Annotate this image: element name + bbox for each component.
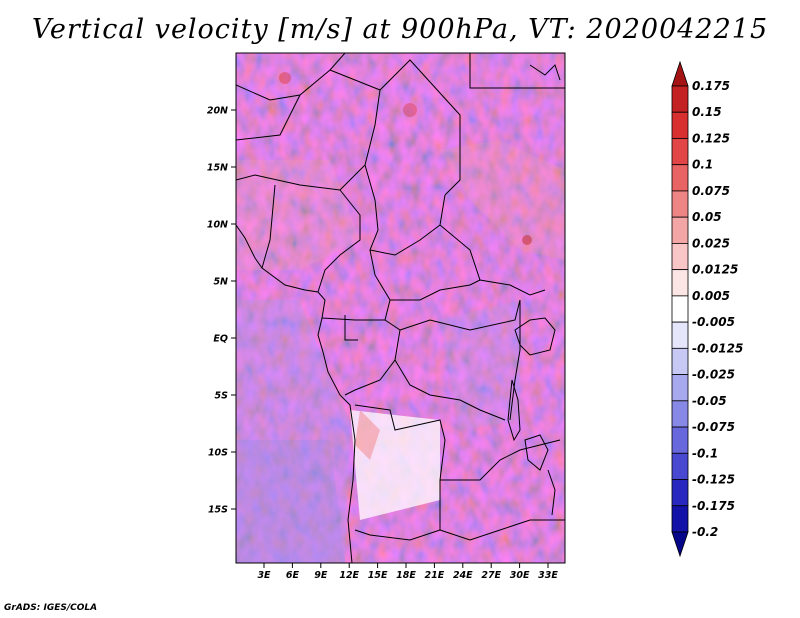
- colorbar-label: -0.175: [692, 499, 735, 513]
- colorbar-segment: [671, 164, 689, 192]
- lon-label: 6E: [286, 570, 300, 581]
- colorbar-label: 0.025: [692, 236, 730, 250]
- colorbar-label: -0.0125: [692, 341, 743, 355]
- colorbar-segment: [671, 452, 689, 480]
- map-frame: [235, 52, 566, 564]
- colorbar-label: 0.005: [692, 289, 730, 303]
- lon-label: 33E: [538, 570, 558, 581]
- colorbar: 0.175 0.15 0.125 0.1 0.075 0.05 0.025 0.0125 0.0…: [671, 60, 743, 558]
- colorbar-label: 0.075: [692, 184, 730, 198]
- colorbar-segment: [671, 295, 689, 323]
- lat-label: 15S: [208, 505, 228, 516]
- colorbar-segment: [671, 426, 689, 454]
- velocity-field: [236, 53, 565, 563]
- page-title: Vertical velocity [m/s] at 900hPa, VT: 2…: [31, 14, 769, 45]
- map: 20N 15N 10N 5N EQ 5S 10S 15S 3E 6E 9E 12E 15E 18E 21E…: [207, 52, 566, 581]
- colorbar-segment: [671, 505, 689, 533]
- colorbar-segment: [671, 321, 689, 349]
- colorbar-label: -0.2: [692, 525, 718, 539]
- colorbar-segment: [671, 243, 689, 271]
- latitude-axis: 20N 15N 10N 5N EQ 5S 10S 15S: [207, 106, 236, 516]
- lat-label: 10S: [208, 448, 228, 459]
- colorbar-label: 0.1: [692, 158, 713, 172]
- longitude-axis: 3E 6E 9E 12E 15E 18E 21E 24E 27E 30E 33E: [257, 563, 558, 581]
- lat-label: 5S: [215, 391, 229, 402]
- colorbar-label: 0.15: [692, 105, 722, 119]
- country-borders: [236, 53, 565, 563]
- lon-label: 24E: [453, 570, 473, 581]
- colorbar-segment: [671, 347, 689, 375]
- colorbar-bottom-arrow: [671, 531, 689, 558]
- colorbar-label: 0.125: [692, 131, 730, 145]
- lat-label: 5N: [213, 277, 228, 288]
- colorbar-segment: [671, 400, 689, 428]
- lon-label: 12E: [339, 570, 359, 581]
- lon-label: 3E: [257, 570, 271, 581]
- colorbar-label: -0.025: [692, 368, 735, 382]
- lon-label: 21E: [425, 570, 445, 581]
- lat-label: 10N: [207, 220, 228, 231]
- colorbar-segment: [671, 479, 689, 507]
- lon-label: 9E: [314, 570, 328, 581]
- lon-label: 15E: [368, 570, 388, 581]
- colorbar-label: -0.075: [692, 420, 735, 434]
- lon-label: 18E: [396, 570, 416, 581]
- colorbar-top-arrow: [671, 60, 689, 87]
- colorbar-label: -0.005: [692, 315, 735, 329]
- colorbar-label: 0.05: [692, 210, 722, 224]
- lat-label: EQ: [213, 334, 228, 345]
- colorbar-label: -0.05: [692, 394, 727, 408]
- colorbar-segment: [671, 216, 689, 244]
- colorbar-segment: [671, 374, 689, 402]
- lat-label: 20N: [207, 106, 228, 117]
- colorbar-segment: [671, 190, 689, 218]
- colorbar-label: -0.125: [692, 473, 735, 487]
- lon-label: 27E: [481, 570, 501, 581]
- colorbar-segment: [671, 138, 689, 166]
- colorbar-label: 0.0125: [692, 263, 738, 277]
- lat-label: 15N: [207, 163, 228, 174]
- lon-label: 30E: [510, 570, 530, 581]
- colorbar-segment: [671, 111, 689, 139]
- colorbar-label: -0.1: [692, 446, 718, 460]
- colorbar-segment: [671, 269, 689, 297]
- colorbar-label: 0.175: [692, 79, 730, 93]
- grads-credit: GrADS: IGES/COLA: [4, 603, 98, 613]
- colorbar-segment: [671, 85, 689, 113]
